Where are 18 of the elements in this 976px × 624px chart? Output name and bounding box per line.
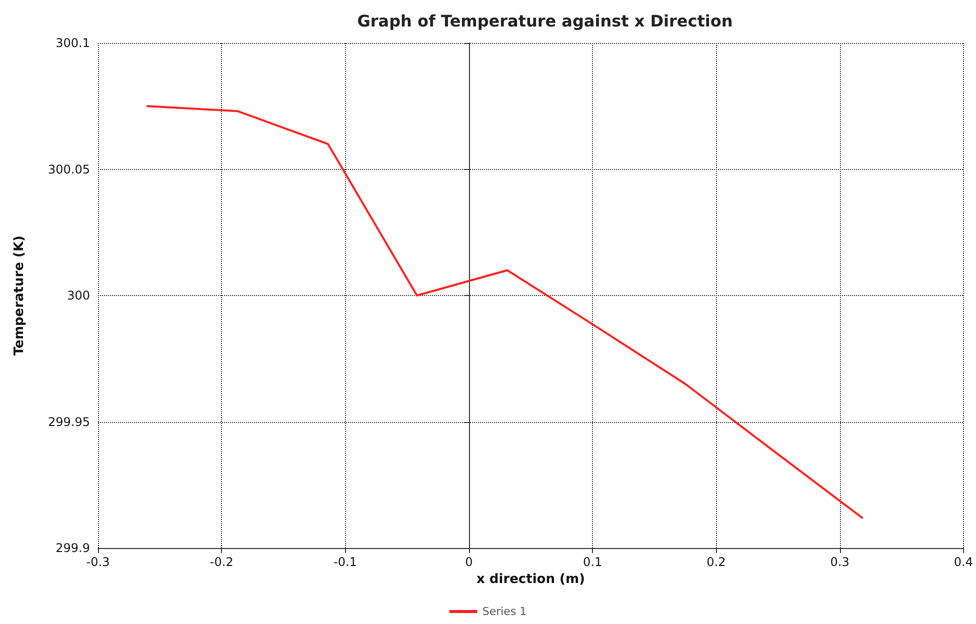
x-tick-label: 0.4 bbox=[954, 555, 974, 569]
legend-label: Series 1 bbox=[482, 605, 527, 618]
x-tick-label: 0.2 bbox=[706, 555, 726, 569]
x-axis-title: x direction (m) bbox=[476, 572, 585, 587]
y-tick-label: 299.95 bbox=[48, 414, 90, 429]
x-tick-label: 0.1 bbox=[583, 555, 602, 569]
y-tick-label: 300.1 bbox=[56, 36, 90, 50]
x-tick-label: 0.3 bbox=[830, 555, 850, 569]
x-tick-label: -0.3 bbox=[86, 555, 110, 569]
x-tick-label: 0 bbox=[465, 555, 473, 569]
chart-title: Graph of Temperature against x Direction bbox=[357, 12, 733, 30]
y-tick-label: 300.05 bbox=[48, 162, 90, 176]
y-tick-label: 299.9 bbox=[56, 541, 90, 555]
y-tick-label: 300 bbox=[67, 288, 90, 302]
x-tick-label: -0.1 bbox=[334, 555, 357, 569]
x-tick-label: -0.2 bbox=[210, 555, 234, 569]
line-series bbox=[146, 105, 864, 519]
y-axis-title: Temperature (K) bbox=[12, 236, 27, 356]
